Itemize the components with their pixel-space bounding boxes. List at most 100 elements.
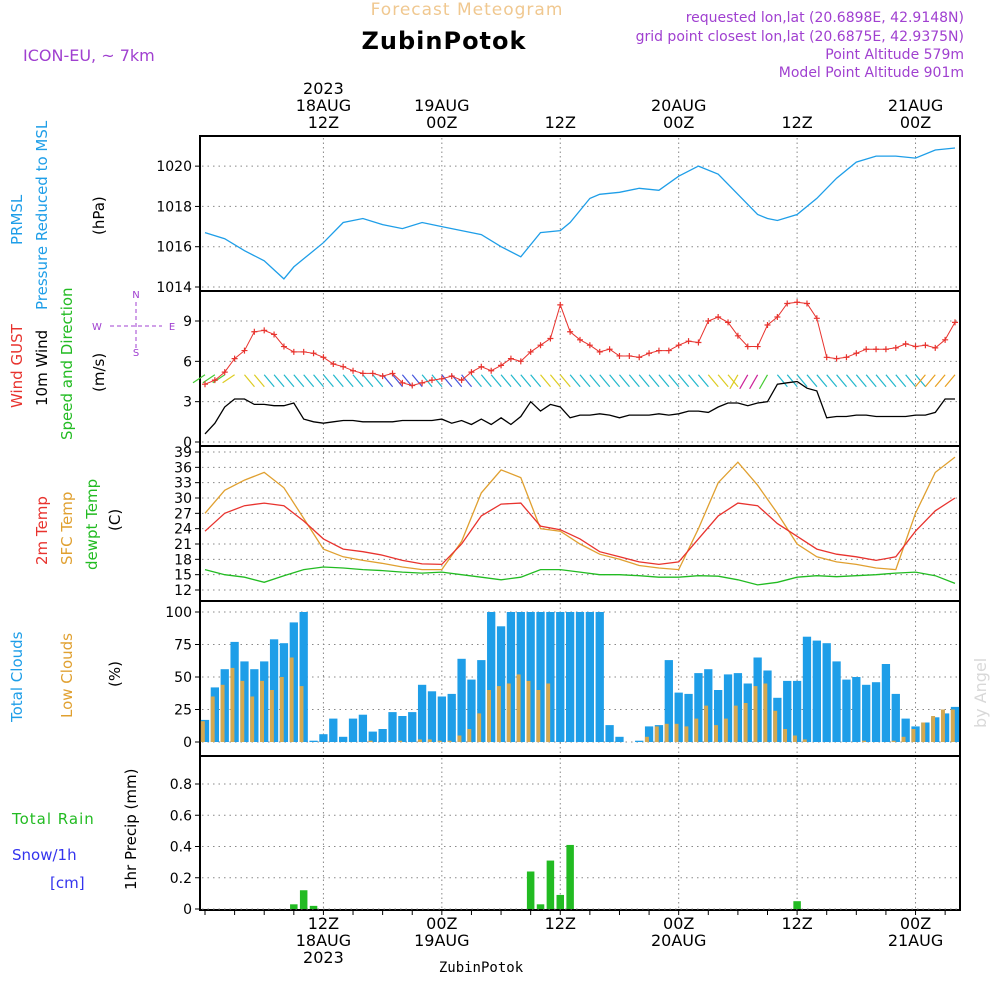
gust-marker xyxy=(902,340,909,347)
total-cloud-bar xyxy=(368,731,377,742)
low-cloud-bar xyxy=(891,740,896,742)
temp-tick-label: 39 xyxy=(174,445,192,461)
gust-marker xyxy=(300,348,307,355)
total-cloud-bar xyxy=(635,740,644,742)
wind-arrow xyxy=(776,374,788,388)
wind-arrow xyxy=(707,374,719,388)
time-label-bottom: 2023 xyxy=(303,948,344,967)
time-label-bottom: 00Z xyxy=(663,914,694,933)
wind-arrow xyxy=(749,374,759,390)
wind-arrow xyxy=(222,374,235,384)
wind-arrow xyxy=(303,374,315,388)
low-cloud-bar xyxy=(940,709,945,742)
gust-marker xyxy=(261,327,268,334)
time-label-top: 00Z xyxy=(900,113,931,132)
wind-arrow xyxy=(845,374,857,388)
wind-arrow xyxy=(372,374,384,388)
wind-arrow xyxy=(392,374,403,388)
time-label-bottom: 12Z xyxy=(308,914,339,933)
total-cloud-bar xyxy=(496,626,506,742)
precip-tick-label: 0.8 xyxy=(170,777,192,793)
gust-marker xyxy=(695,339,702,346)
time-label-top: 12Z xyxy=(545,113,576,132)
wind-arrow xyxy=(589,374,601,388)
wind-arrow xyxy=(688,374,700,388)
low-cloud-bar xyxy=(862,740,866,742)
gust-marker xyxy=(675,342,682,349)
chart-marks: 1014101610181020036912151821242730333639… xyxy=(156,79,960,967)
total-cloud-bar xyxy=(881,664,891,742)
low-cloud-bar xyxy=(240,680,245,742)
pressure-tick-label: 1020 xyxy=(156,159,192,175)
temp-label-unit: (C) xyxy=(106,509,124,531)
gust-line xyxy=(204,301,956,387)
low-cloud-bar xyxy=(289,657,294,742)
low-cloud-bar xyxy=(901,736,906,742)
wind-arrow xyxy=(490,374,502,388)
low-cloud-bar xyxy=(723,718,728,742)
wind-arrow xyxy=(461,374,473,388)
low-cloud-bar xyxy=(230,667,235,742)
total-cloud-bar xyxy=(408,712,417,742)
wind-arrow xyxy=(796,374,808,388)
gust-marker xyxy=(241,347,248,354)
gust-marker xyxy=(952,319,958,326)
pressure-label-prmsl: PRMSL xyxy=(8,194,26,245)
pressure-panel-frame xyxy=(199,135,961,292)
low-cloud-bar xyxy=(427,739,432,742)
time-label-top: 12Z xyxy=(781,113,812,132)
model-label: ICON-EU, ~ 7km xyxy=(23,46,155,65)
wind-arrow xyxy=(559,374,571,388)
precip-label-snow: Snow/1h xyxy=(12,846,77,864)
wind-arrow xyxy=(895,374,907,388)
gust-marker xyxy=(705,318,712,324)
total-cloud-bar xyxy=(921,722,930,742)
rain-bar xyxy=(566,844,574,909)
model-point-altitude: Model Point Altitude 901m xyxy=(779,65,964,81)
wind-label-speed-dir: Speed and Direction xyxy=(58,287,76,440)
temp-tick-label: 15 xyxy=(174,568,192,584)
low-cloud-bar xyxy=(487,690,491,742)
wind-arrow xyxy=(244,374,255,388)
wind-arrow xyxy=(549,374,561,388)
total-cloud-bar xyxy=(862,684,871,742)
temp-tick-label: 18 xyxy=(174,552,192,568)
total-cloud-bar xyxy=(822,643,831,742)
gust-marker xyxy=(379,373,386,380)
total-cloud-bar xyxy=(940,713,950,742)
temp-tick-label: 21 xyxy=(174,537,192,553)
total-cloud-bar xyxy=(595,612,604,742)
precip-panel-frame xyxy=(199,755,961,911)
rain-bar xyxy=(299,890,308,909)
pressure-label-unit: (hPa) xyxy=(90,196,108,235)
low-cloud-bar xyxy=(644,736,649,742)
gust-marker xyxy=(369,370,376,377)
low-cloud-bar xyxy=(417,739,422,742)
low-cloud-bar xyxy=(299,686,304,742)
wind-arrow xyxy=(739,374,749,390)
gust-marker xyxy=(922,342,929,349)
temp-panel-frame xyxy=(199,445,961,602)
gust-marker xyxy=(310,350,317,357)
gust-marker xyxy=(517,358,524,365)
total-cloud-bar xyxy=(842,679,851,742)
wind-arrow xyxy=(500,374,512,388)
time-label-bottom: 12Z xyxy=(781,914,812,933)
total-cloud-bar xyxy=(260,661,269,742)
low-cloud-bar xyxy=(714,725,718,742)
temp-tick-label: 33 xyxy=(174,476,192,492)
gust-marker xyxy=(784,300,791,307)
low-cloud-bar xyxy=(921,722,926,742)
time-label-bottom: 18AUG xyxy=(296,931,351,950)
wind-arrow xyxy=(441,374,453,388)
wind-arrow xyxy=(540,374,551,388)
low-cloud-bar xyxy=(437,740,442,742)
rain-bar xyxy=(536,904,545,909)
pressure-tick-label: 1014 xyxy=(156,280,192,296)
precip-tick-label: 0 xyxy=(183,902,192,918)
total-cloud-bar xyxy=(812,640,821,742)
low-cloud-bar xyxy=(684,726,689,742)
wind-arrow xyxy=(816,374,828,388)
wind-arrow xyxy=(332,374,344,388)
